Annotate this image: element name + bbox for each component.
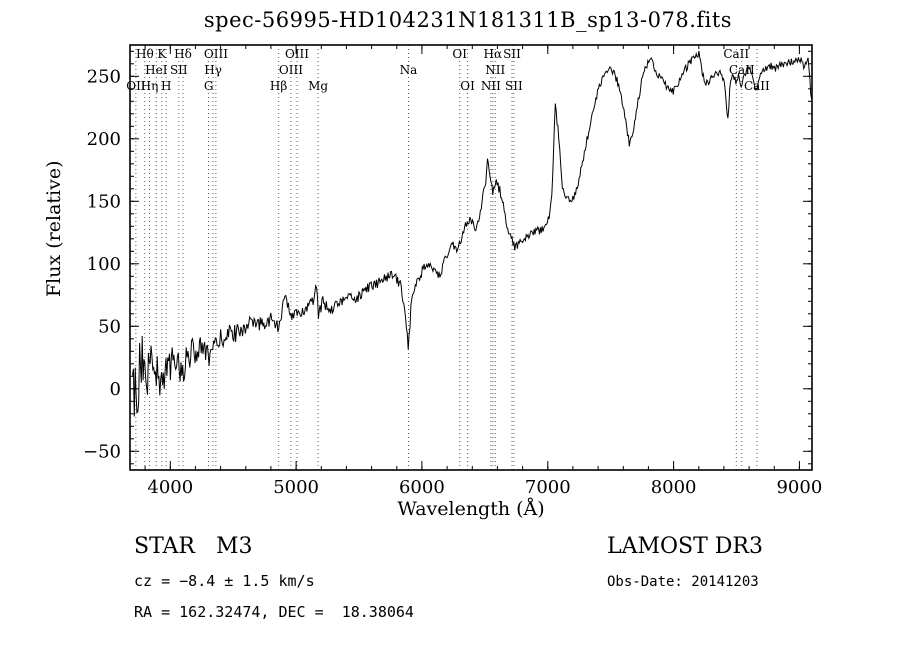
plot-title: spec-56995-HD104231N181311B_sp13-078.fit… bbox=[203, 8, 733, 32]
line-label: SII bbox=[503, 47, 521, 61]
line-label: H bbox=[161, 79, 172, 93]
line-label: Na bbox=[399, 63, 418, 77]
line-label: Hη bbox=[140, 79, 159, 93]
line-label: Mg bbox=[308, 79, 329, 93]
line-label: HeI bbox=[145, 63, 168, 77]
obs-date-label: Obs-Date: 20141203 bbox=[607, 574, 759, 590]
line-label: Hγ bbox=[204, 63, 222, 77]
line-label: Hβ bbox=[269, 79, 288, 93]
line-label: SII bbox=[169, 63, 188, 77]
line-label: NII bbox=[485, 63, 506, 77]
line-label: OI bbox=[460, 79, 475, 93]
line-label: OIII bbox=[278, 63, 303, 77]
line-label: CaII bbox=[723, 47, 750, 61]
x-axis-label: Wavelength (Å) bbox=[397, 498, 545, 520]
line-label: SII bbox=[505, 79, 523, 93]
line-label: OII bbox=[126, 79, 146, 93]
line-label: OIII bbox=[284, 47, 309, 61]
svg-text:5000: 5000 bbox=[273, 477, 319, 498]
line-label: OI bbox=[452, 47, 467, 61]
svg-text:6000: 6000 bbox=[399, 477, 445, 498]
radial-velocity-label: cz = −8.4 ± 1.5 km/s bbox=[134, 572, 315, 590]
line-label: G bbox=[203, 79, 214, 93]
survey-label: LAMOST DR3 bbox=[607, 534, 763, 559]
line-label: Hδ bbox=[174, 47, 192, 61]
line-label: Hα bbox=[483, 47, 503, 61]
svg-text:0: 0 bbox=[110, 379, 121, 400]
line-label: OIII bbox=[203, 47, 228, 61]
svg-text:7000: 7000 bbox=[525, 477, 571, 498]
svg-text:200: 200 bbox=[87, 129, 121, 150]
svg-text:50: 50 bbox=[98, 316, 121, 337]
coordinates-label: RA = 162.32474, DEC = 18.38064 bbox=[134, 603, 414, 621]
line-label: NII bbox=[480, 79, 501, 93]
line-label: CaII bbox=[743, 79, 770, 93]
line-label: K bbox=[157, 47, 167, 61]
line-label: CaII bbox=[728, 63, 755, 77]
svg-text:−50: −50 bbox=[83, 441, 121, 462]
svg-text:150: 150 bbox=[87, 191, 121, 212]
svg-text:100: 100 bbox=[87, 254, 121, 275]
line-label: Hθ bbox=[135, 47, 154, 61]
y-axis-label: Flux (relative) bbox=[43, 160, 65, 298]
svg-text:8000: 8000 bbox=[651, 477, 697, 498]
object-class-label: STAR M3 bbox=[134, 534, 253, 559]
svg-text:9000: 9000 bbox=[776, 477, 822, 498]
svg-text:250: 250 bbox=[87, 66, 121, 87]
svg-text:4000: 4000 bbox=[147, 477, 193, 498]
